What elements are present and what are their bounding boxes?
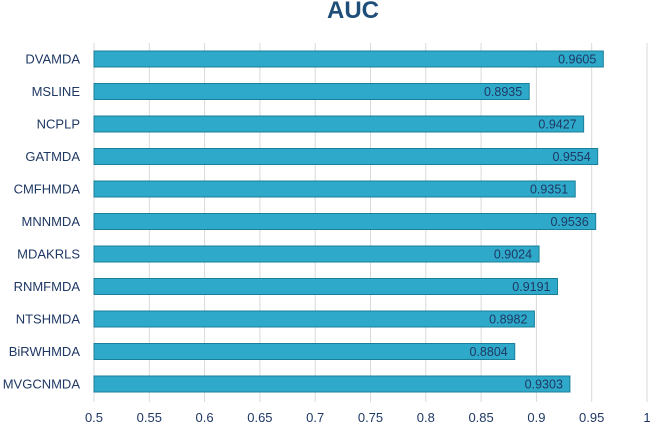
bar	[93, 245, 540, 263]
x-tick-label: 1	[643, 410, 650, 425]
category-label: DVAMDA	[25, 52, 80, 67]
data-label: 0.9024	[494, 248, 532, 262]
x-tick-label: 0.5	[85, 410, 103, 425]
data-label: 0.8982	[489, 313, 527, 327]
bar	[93, 375, 571, 393]
data-labels: 0.9605 0.8935 0.9427 0.9554 0.9351 0.9536 0.90…	[469, 53, 596, 392]
data-label: 0.8804	[469, 345, 507, 359]
data-label: 0.9605	[558, 53, 596, 67]
bar	[93, 83, 530, 100]
x-tick-label: 0.8	[417, 410, 435, 425]
x-tick-label: 0.9	[527, 410, 545, 425]
category-label: RNMFMDA	[14, 279, 81, 294]
category-label: NCPLP	[37, 117, 80, 132]
bar	[93, 115, 585, 133]
bar	[93, 213, 597, 230]
x-tick-label: 0.55	[137, 410, 162, 425]
x-axis-tick-labels: 0.5 0.55 0.6 0.65 0.7 0.75 0.8 0.85 0.9 0.95 1	[85, 410, 650, 425]
data-label: 0.9191	[512, 280, 550, 294]
category-label: MVGCNMDA	[3, 377, 81, 392]
chart-title: AUC	[327, 0, 379, 24]
x-tick-label: 0.95	[579, 410, 604, 425]
category-label: BiRWHMDA	[9, 344, 81, 359]
x-tick-label: 0.85	[468, 410, 493, 425]
bar	[93, 310, 535, 328]
bar	[93, 278, 559, 295]
bar	[93, 148, 599, 165]
bars	[93, 50, 604, 393]
category-label: MNNMDA	[22, 214, 81, 229]
category-label: MDAKRLS	[17, 247, 80, 262]
data-label: 0.8935	[484, 85, 522, 99]
x-tick-label: 0.7	[306, 410, 324, 425]
category-label: GATMDA	[25, 149, 80, 164]
x-tick-label: 0.65	[247, 410, 272, 425]
bar	[93, 50, 604, 68]
category-label: CMFHMDA	[14, 182, 81, 197]
data-label: 0.9427	[538, 118, 576, 132]
category-label: MSLINE	[32, 84, 81, 99]
data-label: 0.9303	[525, 378, 563, 392]
bar	[93, 180, 576, 198]
bar	[93, 343, 516, 360]
x-tick-label: 0.75	[358, 410, 383, 425]
category-label: NTSHMDA	[16, 312, 81, 327]
x-tick-label: 0.6	[196, 410, 214, 425]
data-label: 0.9351	[530, 183, 568, 197]
category-labels: DVAMDA MSLINE NCPLP GATMDA CMFHMDA MNNMDA MDAK…	[3, 52, 81, 392]
data-label: 0.9536	[550, 215, 588, 229]
data-label: 0.9554	[552, 150, 590, 164]
